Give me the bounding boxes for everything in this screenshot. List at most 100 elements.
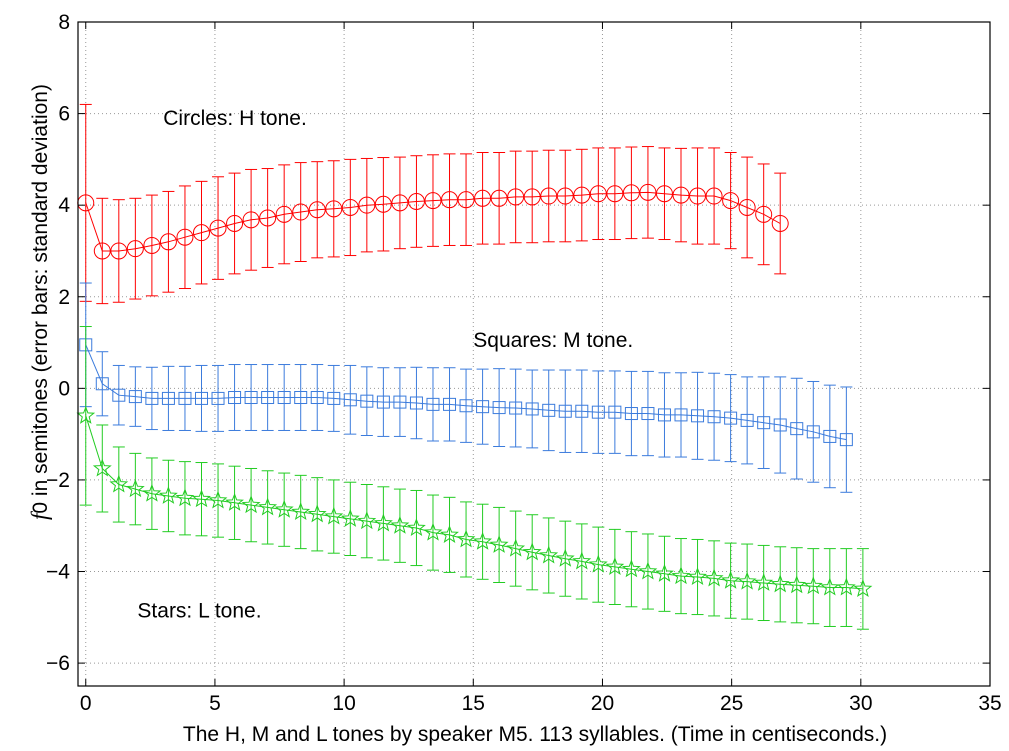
y-axis-label-italic: f: [27, 510, 52, 520]
data-point-star: [688, 567, 707, 586]
data-point-square: [261, 391, 275, 405]
data-point-circle: [325, 200, 343, 218]
data-point-star: [407, 518, 426, 537]
data-point-square: [806, 425, 820, 439]
data-point-circle: [457, 191, 475, 209]
data-point-square: [691, 409, 705, 423]
data-point-circle: [341, 198, 359, 216]
data-point-square: [310, 391, 324, 405]
data-point-square: [294, 391, 308, 405]
x-tick-label: 30: [849, 692, 872, 715]
data-point-star: [770, 574, 790, 593]
y-tick-label: 6: [58, 103, 70, 126]
data-point-circle: [407, 193, 425, 211]
data-point-star: [142, 483, 162, 502]
data-point-star: [853, 578, 873, 597]
data-point-square: [558, 404, 572, 418]
data-point-square: [724, 411, 738, 425]
data-point-star: [307, 504, 327, 523]
data-point-star: [208, 490, 228, 509]
data-point-square: [740, 413, 754, 427]
x-tick-label: 20: [591, 692, 614, 715]
data-point-square: [409, 396, 423, 410]
data-point-star: [241, 495, 261, 514]
data-point-circle: [292, 203, 310, 221]
y-tick-label: 8: [58, 11, 70, 34]
data-point-square: [343, 393, 357, 407]
data-point-circle: [110, 242, 128, 260]
data-point-square: [277, 391, 291, 405]
data-point-circle: [242, 211, 260, 229]
data-point-square: [575, 404, 589, 418]
data-point-square: [674, 408, 688, 422]
data-point-star: [125, 479, 145, 498]
data-point-circle: [159, 233, 177, 251]
x-tick-label: 10: [332, 692, 355, 715]
data-point-square: [95, 377, 109, 391]
data-point-star: [721, 570, 741, 589]
data-point-square: [823, 429, 837, 443]
data-point-circle: [308, 201, 326, 219]
y-tick-label: −6: [46, 652, 70, 675]
data-point-square: [657, 408, 671, 422]
series-square: [79, 282, 853, 493]
data-point-circle: [209, 219, 227, 237]
data-point-square: [707, 410, 721, 424]
data-point-circle: [606, 185, 624, 203]
data-point-square: [376, 395, 390, 409]
data-point-star: [754, 573, 774, 591]
data-point-circle: [192, 224, 210, 242]
data-point-star: [357, 511, 377, 530]
data-point-square: [790, 422, 804, 436]
y-tick-label: 2: [58, 286, 70, 309]
data-point-square: [393, 395, 407, 409]
data-point-circle: [93, 242, 111, 260]
data-point-circle: [705, 187, 723, 205]
annotation-label: Circles: H tone.: [163, 107, 307, 130]
data-point-circle: [689, 187, 707, 205]
data-point-square: [178, 391, 192, 405]
data-point-circle: [672, 186, 690, 204]
data-point-circle: [523, 188, 541, 206]
data-point-square: [757, 416, 771, 430]
y-tick-label: 0: [58, 377, 70, 400]
data-point-star: [489, 535, 509, 553]
x-tick-label: 25: [720, 692, 743, 715]
plot-series: [76, 103, 873, 630]
x-tick-label: 0: [80, 692, 92, 715]
data-point-circle: [441, 191, 459, 209]
data-point-square: [211, 391, 225, 405]
data-point-square: [426, 397, 440, 411]
data-point-star: [390, 515, 410, 534]
data-point-circle: [540, 187, 558, 205]
data-point-square: [228, 391, 242, 405]
data-point-square: [128, 390, 142, 404]
data-point-circle: [655, 185, 673, 203]
data-point-circle: [589, 185, 607, 203]
data-point-square: [161, 391, 175, 405]
data-point-circle: [259, 209, 277, 227]
data-point-star: [158, 486, 178, 504]
data-point-square: [145, 391, 159, 405]
data-point-circle: [275, 205, 293, 223]
data-point-circle: [573, 186, 591, 204]
data-point-star: [473, 531, 493, 550]
series-star: [76, 326, 873, 630]
data-point-star: [737, 571, 757, 590]
annotation-label: Squares: M tone.: [473, 329, 633, 352]
data-point-star: [109, 474, 129, 493]
data-point-star: [522, 542, 542, 561]
x-tick-label: 35: [978, 692, 1001, 715]
series-line: [85, 415, 863, 590]
y-tick-label: −4: [46, 561, 70, 584]
data-point-star: [787, 575, 807, 594]
data-point-square: [327, 391, 341, 405]
data-point-circle: [639, 183, 657, 201]
data-point-square: [443, 397, 457, 411]
data-point-star: [225, 492, 244, 511]
data-point-star: [605, 557, 625, 575]
data-point-star: [621, 559, 641, 578]
data-point-square: [360, 394, 374, 408]
data-point-square: [244, 391, 258, 405]
